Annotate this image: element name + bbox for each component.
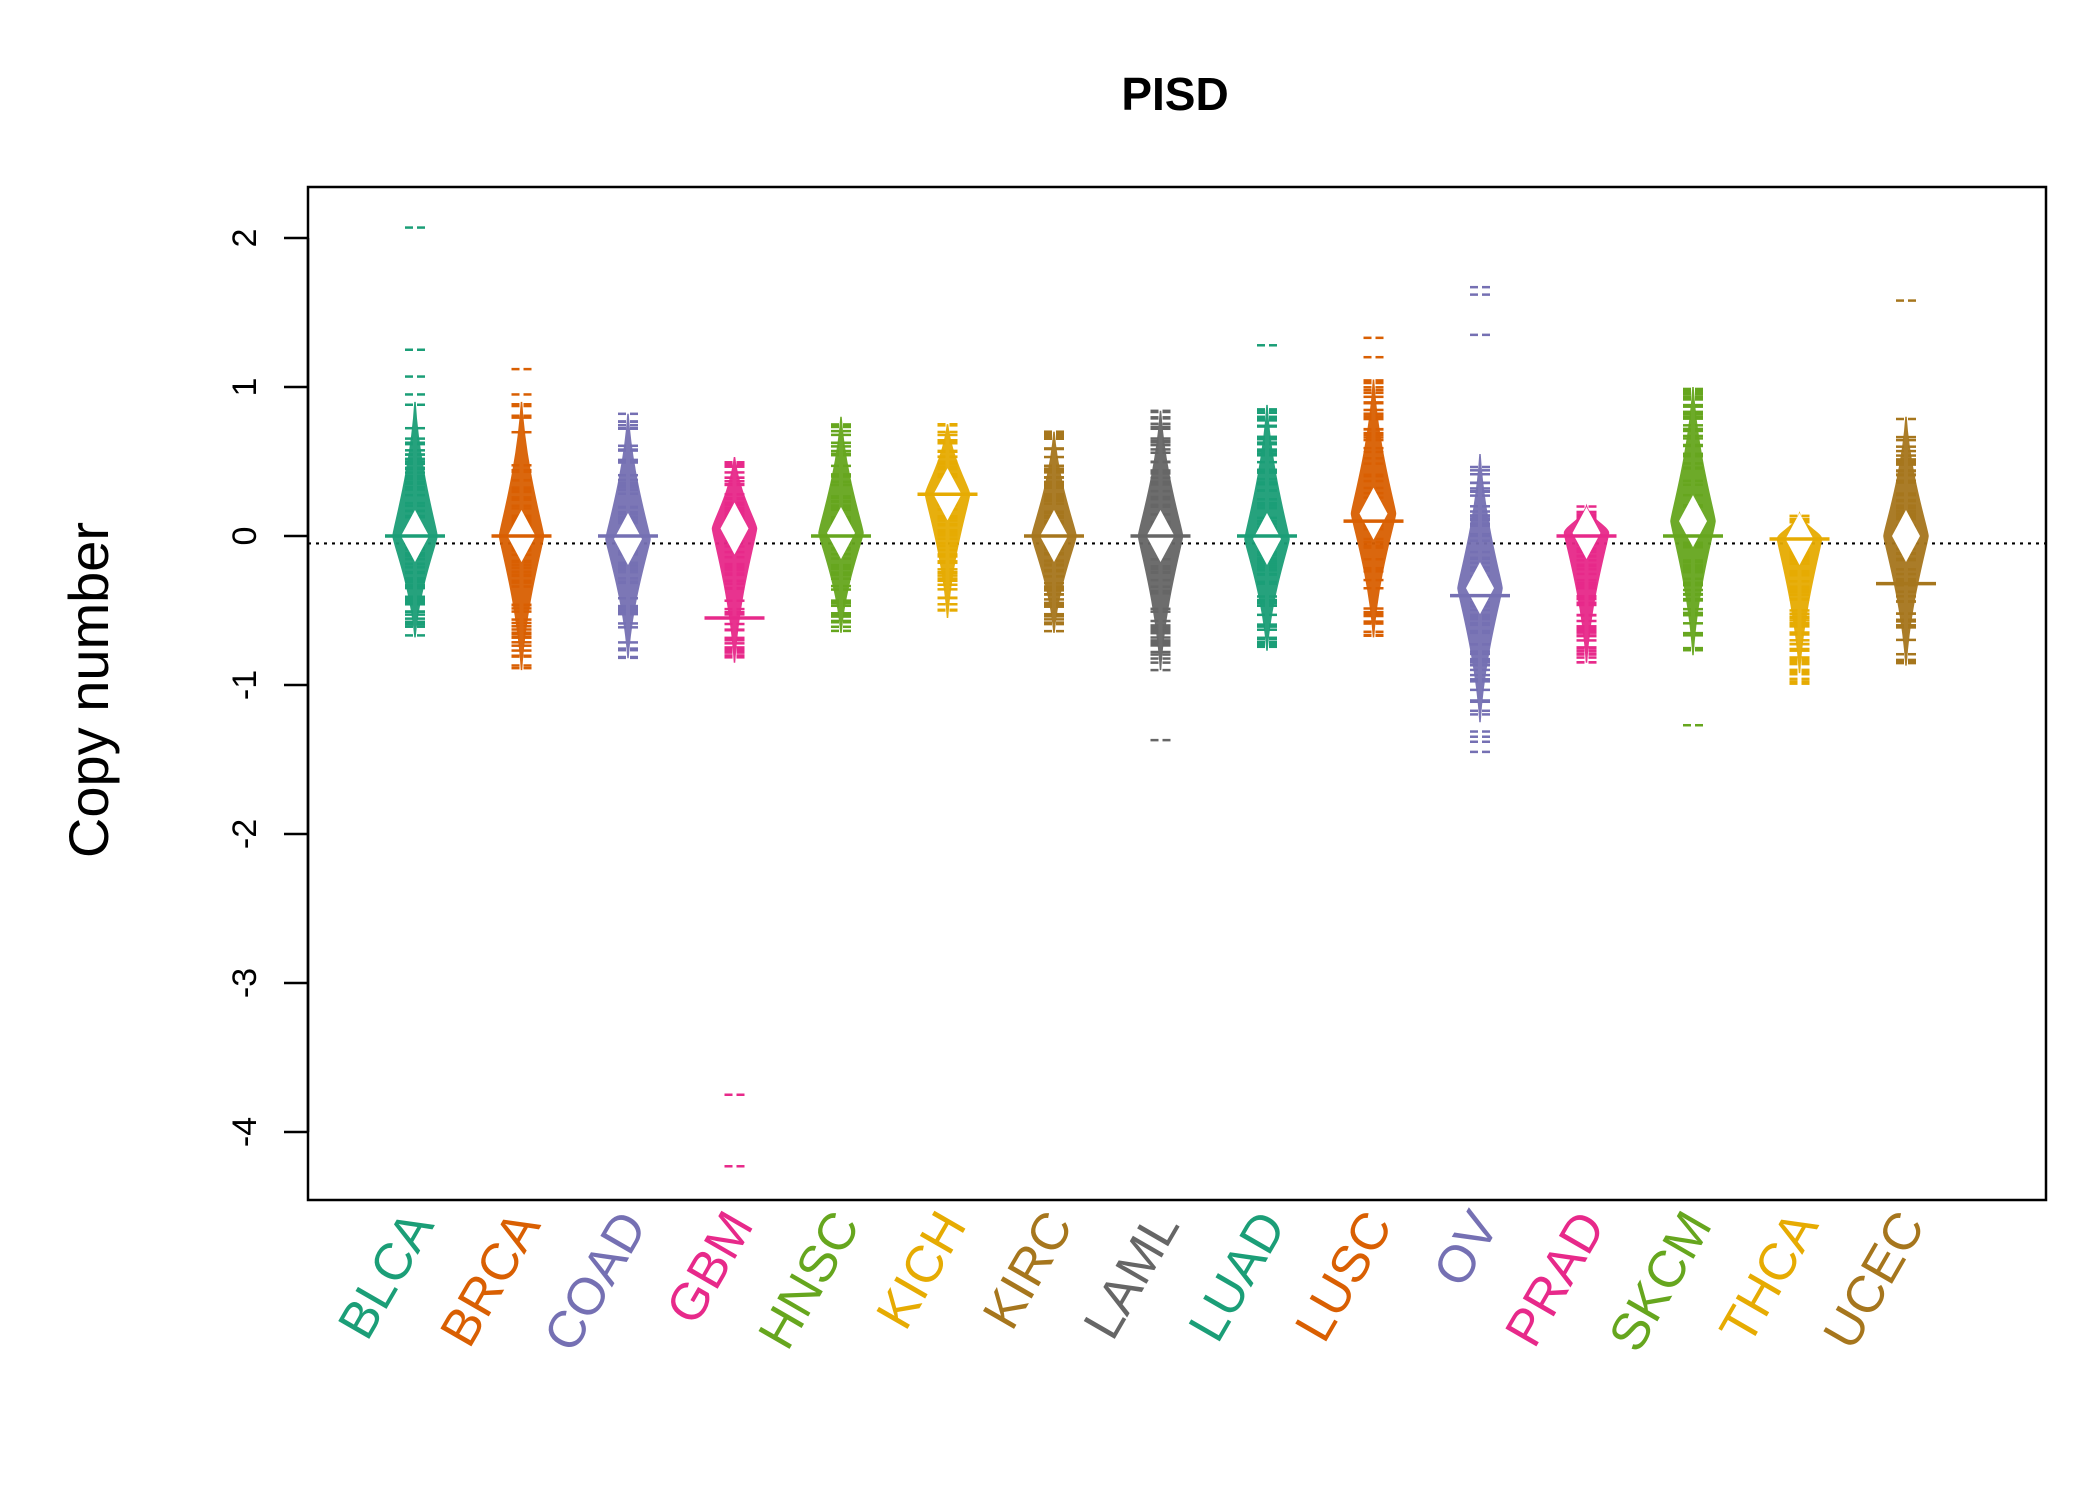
x-tick-label: KIRC <box>972 1202 1084 1339</box>
bean-laml: LAML <box>1073 409 1191 1349</box>
bean-core <box>720 502 749 555</box>
x-tick-label: LAML <box>1073 1202 1191 1349</box>
y-tick-label: -3 <box>226 968 264 998</box>
bean-hnsc: HNSC <box>747 416 871 1359</box>
bean-coad: COAD <box>533 412 658 1361</box>
x-tick-label: KICH <box>866 1202 978 1339</box>
bean-prad: PRAD <box>1494 503 1617 1356</box>
x-tick-label: LUAD <box>1178 1202 1298 1351</box>
x-tick-label: UCEC <box>1812 1202 1936 1359</box>
plot-frame <box>306 185 2048 1202</box>
x-tick-label: HNSC <box>747 1202 871 1359</box>
bean-core <box>827 507 855 560</box>
bean-shape <box>711 456 758 663</box>
x-tick-label: BLCA <box>327 1202 445 1349</box>
y-tick-label: 0 <box>226 527 264 546</box>
y-tick-label: -2 <box>226 819 264 849</box>
y-axis: 2 1 0 -1 -2 -3 -4 <box>226 229 310 1147</box>
y-tick-label: 1 <box>226 378 264 397</box>
bean-kirc: KIRC <box>972 430 1084 1339</box>
x-tick-label: SKCM <box>1598 1202 1723 1361</box>
bean-core <box>1679 495 1707 548</box>
y-tick-label: -4 <box>226 1117 264 1147</box>
bean-skcm: SKCM <box>1598 386 1723 1361</box>
y-axis-label: Copy number <box>57 522 120 858</box>
bean-core <box>1253 512 1281 565</box>
bean-core <box>614 512 642 565</box>
bean-thca: THCA <box>1709 511 1830 1354</box>
y-tick-label: -1 <box>226 670 264 700</box>
bean-shape <box>1776 511 1823 674</box>
x-tick-label: COAD <box>533 1202 658 1361</box>
bean-core <box>1359 487 1388 540</box>
bean-brca: BRCA <box>429 367 552 1356</box>
x-tick-label: THCA <box>1709 1202 1830 1354</box>
bean-kich: KICH <box>866 423 978 1339</box>
plot-layer: 2 1 0 -1 -2 -3 -4 BLCABRCACOADGBMHNSCKICHKIRCLA… <box>226 226 2046 1361</box>
bean-gbm: GBM <box>655 456 765 1334</box>
bean-core <box>1892 510 1920 562</box>
x-tick-label: LUSC <box>1284 1202 1404 1351</box>
x-tick-label: OV <box>1423 1202 1511 1296</box>
bean-core <box>1572 507 1601 560</box>
y-tick-label: 2 <box>226 229 264 248</box>
bean-ov: OV <box>1423 285 1511 1296</box>
bean-shape <box>924 424 971 618</box>
bean-blca: BLCA <box>327 226 446 1349</box>
chart-title: PISD <box>1121 68 1228 120</box>
bean-core <box>1466 562 1494 615</box>
bean-shape <box>1563 503 1610 663</box>
x-tick-label: GBM <box>655 1202 764 1334</box>
